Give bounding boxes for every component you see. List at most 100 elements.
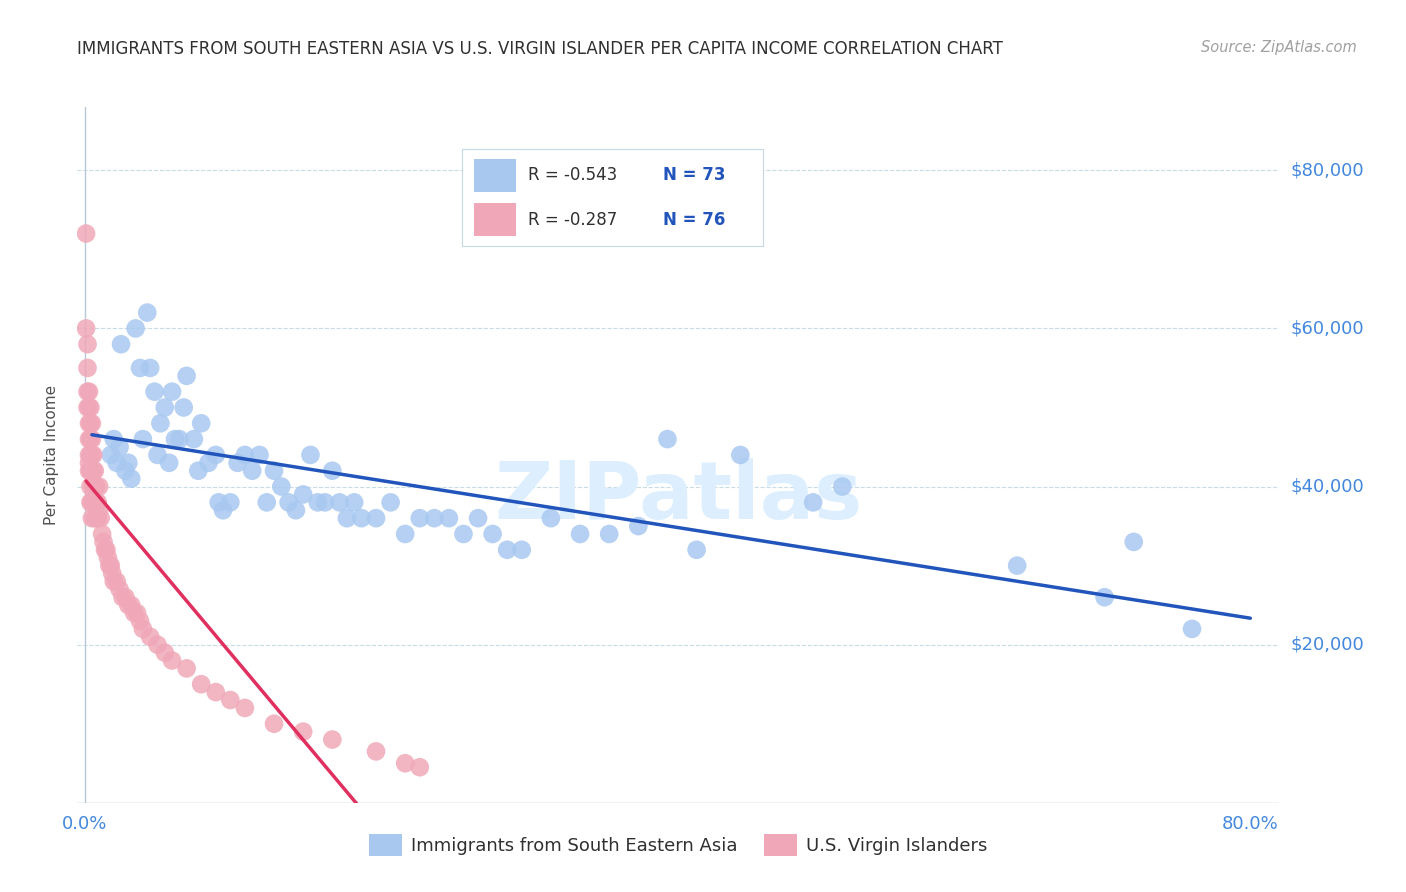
Point [240,464,263,478]
FancyBboxPatch shape [474,203,516,236]
Point [101,566,124,581]
Point [114,591,136,605]
Point [292,724,315,739]
Point [75,227,97,241]
Point [77,432,100,446]
Point [146,638,169,652]
Point [103,574,125,589]
Point [79,432,101,446]
Point [79,448,101,462]
Point [91,527,114,541]
Point [343,495,366,509]
Point [204,448,226,462]
Point [79,479,101,493]
Point [77,417,100,431]
Point [77,456,100,470]
Point [98,558,121,573]
Point [437,511,460,525]
Point [321,732,343,747]
Point [122,606,145,620]
Point [77,384,100,399]
Point [108,440,131,454]
Point [105,574,128,589]
Point [176,368,198,383]
Point [163,432,186,446]
Point [117,598,139,612]
Point [160,384,183,399]
Point [89,503,111,517]
Point [80,495,103,509]
Point [97,550,120,565]
Point [80,417,103,431]
Point [380,495,402,509]
Point [76,401,98,415]
Point [75,321,97,335]
Text: R = -0.543: R = -0.543 [529,166,617,184]
Point [132,432,155,446]
Point [263,716,285,731]
Point [80,432,103,446]
Point [76,361,98,376]
Point [129,614,152,628]
Point [409,760,432,774]
Point [1005,558,1028,573]
Point [153,646,176,660]
Point [730,448,752,462]
Point [80,464,103,478]
Point [183,432,205,446]
Point [96,542,118,557]
Point [139,361,162,376]
Point [93,535,115,549]
Point [190,677,212,691]
Point [394,756,416,771]
Point [83,511,105,525]
Point [129,361,152,376]
Point [84,495,107,509]
Point [77,401,100,415]
Point [197,456,219,470]
Point [256,495,278,509]
Point [1094,591,1116,605]
Point [108,582,131,597]
Point [208,495,231,509]
Point [219,693,242,707]
Point [173,401,195,415]
Point [83,479,105,493]
Point [190,417,212,431]
Point [350,511,373,525]
Point [132,622,155,636]
Point [299,448,322,462]
Text: ZIPatlas: ZIPatlas [495,458,862,536]
Point [685,542,707,557]
FancyBboxPatch shape [474,159,516,192]
Point [76,337,98,351]
Point [103,432,125,446]
Point [226,456,249,470]
Text: N = 73: N = 73 [664,166,725,184]
Point [364,744,387,758]
Point [233,701,256,715]
Point [77,464,100,478]
Point [540,511,562,525]
Point [284,503,307,517]
Point [467,511,489,525]
Point [307,495,329,509]
Point [481,527,503,541]
Point [87,511,110,525]
Point [90,511,112,525]
Point [627,519,650,533]
Point [409,511,432,525]
Text: $20,000: $20,000 [1291,636,1364,654]
Point [153,401,176,415]
Text: $40,000: $40,000 [1291,477,1364,496]
Point [160,653,183,667]
Point [212,503,235,517]
Point [136,305,159,319]
Point [801,495,824,509]
Point [336,511,359,525]
Point [80,448,103,462]
Point [233,448,256,462]
Point [84,511,107,525]
Y-axis label: Per Capita Income: Per Capita Income [44,384,59,525]
Point [89,479,111,493]
